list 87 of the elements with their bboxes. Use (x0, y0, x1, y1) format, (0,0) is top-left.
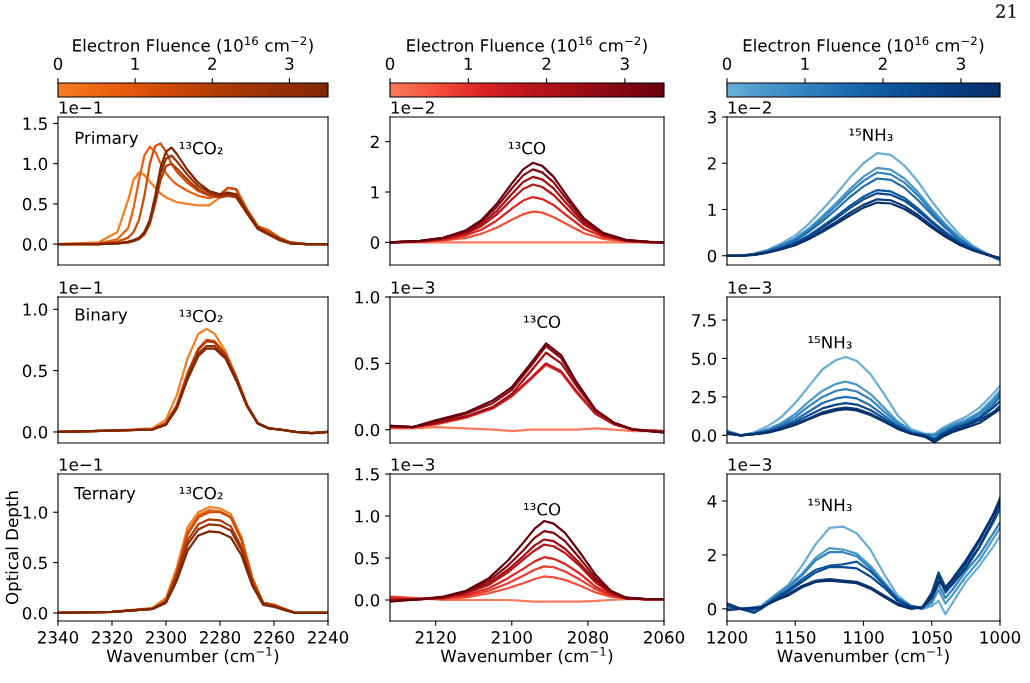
text: 1e−1 (59, 281, 102, 294)
y-tick-label: 1 (708, 203, 716, 216)
annotation: Primary (75, 131, 139, 148)
y-tick-label: 0.5 (354, 551, 379, 565)
color-bar-title: Electron Fluence (10$^{16}$ cm$^{−2}$) (743, 36, 984, 54)
y-tick-label: 0 (707, 602, 717, 616)
x-tick-label: 2080 (567, 631, 608, 644)
annotation: ¹³CO₂ (179, 141, 223, 155)
y-tick-label: 2.5 (691, 390, 716, 404)
annotation: Binary (75, 307, 128, 325)
y-tick-label: 1.0 (23, 157, 48, 171)
annotation: ¹⁵NH₃ (849, 128, 893, 142)
text: 21 (996, 4, 1016, 18)
x-tick-label: 1200 (707, 631, 748, 644)
text: 1e−2 (391, 101, 434, 114)
y-tick-label: 2 (707, 548, 716, 562)
x-tick-label: 1100 (844, 631, 884, 644)
y-tick-label: 1.0 (23, 303, 48, 316)
annotation: ¹³CO (509, 141, 546, 155)
y-tick-label: 1.0 (23, 506, 48, 519)
y-tick-label: 0.0 (22, 606, 48, 620)
annotation: ¹⁵NH₃ (808, 336, 852, 349)
y-tick-label: 0.5 (22, 364, 47, 378)
text: 1e−3 (391, 281, 435, 294)
x-tick-label: 1050 (912, 631, 952, 644)
annotation: ¹⁵NH₃ (808, 498, 852, 512)
annotation: ¹³CO (524, 315, 561, 329)
x-tick-label: 2280 (200, 631, 241, 644)
color-bar-title: Electron Fluence (10$^{16}$ cm$^{−2}$) (407, 36, 647, 54)
x-tick-label: 2060 (644, 631, 685, 644)
color-bar-label: 2 (878, 57, 887, 70)
y-tick-label: 0.0 (354, 423, 380, 437)
annotation: ¹³CO (524, 502, 561, 516)
color-bar-label: 2 (542, 57, 551, 70)
y-tick-label: 7.5 (692, 314, 716, 327)
x-axis-title: Wavenumber (cm$^{−1}$) (106, 647, 279, 665)
color-bar-label: 2 (208, 57, 216, 70)
y-tick-label: 1.0 (355, 509, 380, 523)
y-tick-label: 1.5 (355, 468, 379, 481)
y-tick-label: 3 (707, 110, 716, 124)
text: 1e−3 (728, 458, 772, 471)
x-tick-label: 2300 (146, 631, 187, 644)
annotation: ¹³CO₂ (179, 309, 223, 323)
color-bar-label: 1 (131, 57, 139, 70)
color-bar-label: 1 (464, 57, 473, 70)
color-bar-label: 0 (385, 57, 395, 71)
y-tick-label: 0.5 (22, 556, 47, 570)
x-axis-title: Wavenumber (cm$^{−1}$) (777, 647, 949, 665)
y-tick-label: 1.0 (355, 290, 380, 304)
color-bar-label: 0 (53, 57, 63, 71)
x-tick-label: 1150 (775, 631, 816, 644)
color-bar-label: 1 (801, 57, 809, 70)
x-tick-label: 2260 (254, 631, 295, 644)
y-axis-title: Optical Depth (5, 491, 22, 605)
text: 1e−1 (59, 458, 102, 471)
y-tick-label: 0.5 (22, 197, 47, 211)
color-bar-label: 0 (722, 57, 732, 71)
y-tick-label: 0.0 (691, 429, 717, 442)
y-tick-label: 1 (371, 186, 379, 199)
y-tick-label: 2 (707, 157, 716, 170)
y-tick-label: 0 (707, 249, 717, 263)
annotation: ¹³CO₂ (179, 486, 223, 500)
y-tick-label: 0.5 (354, 357, 379, 370)
x-tick-label: 2240 (308, 631, 349, 644)
y-tick-label: 1.5 (23, 117, 47, 130)
color-bar-label: 3 (620, 57, 629, 71)
y-tick-label: 0.0 (22, 238, 48, 251)
y-tick-label: 0.0 (22, 425, 48, 439)
y-tick-label: 0 (370, 236, 380, 249)
annotation: Ternary (74, 487, 136, 503)
text: 1e−1 (59, 101, 102, 114)
y-tick-label: 5.0 (692, 352, 717, 366)
x-axis-title: Wavenumber (cm$^{−1}$) (440, 647, 613, 665)
y-tick-label: 4 (707, 495, 717, 508)
color-bar-label: 3 (956, 57, 965, 71)
x-tick-label: 1000 (980, 631, 1021, 644)
x-tick-label: 2100 (491, 631, 532, 644)
x-tick-label: 2120 (415, 631, 456, 644)
x-tick-label: 2340 (38, 631, 79, 644)
x-tick-label: 2320 (92, 631, 133, 644)
text: 1e−3 (728, 281, 772, 294)
color-bar-label: 3 (285, 57, 294, 71)
color-bar-title: Electron Fluence (10$^{16}$ cm$^{−2}$) (73, 36, 313, 54)
y-tick-label: 0.0 (354, 593, 380, 607)
text: 1e−3 (391, 458, 435, 471)
text: 1e−2 (728, 101, 771, 114)
y-tick-label: 2 (370, 135, 379, 148)
